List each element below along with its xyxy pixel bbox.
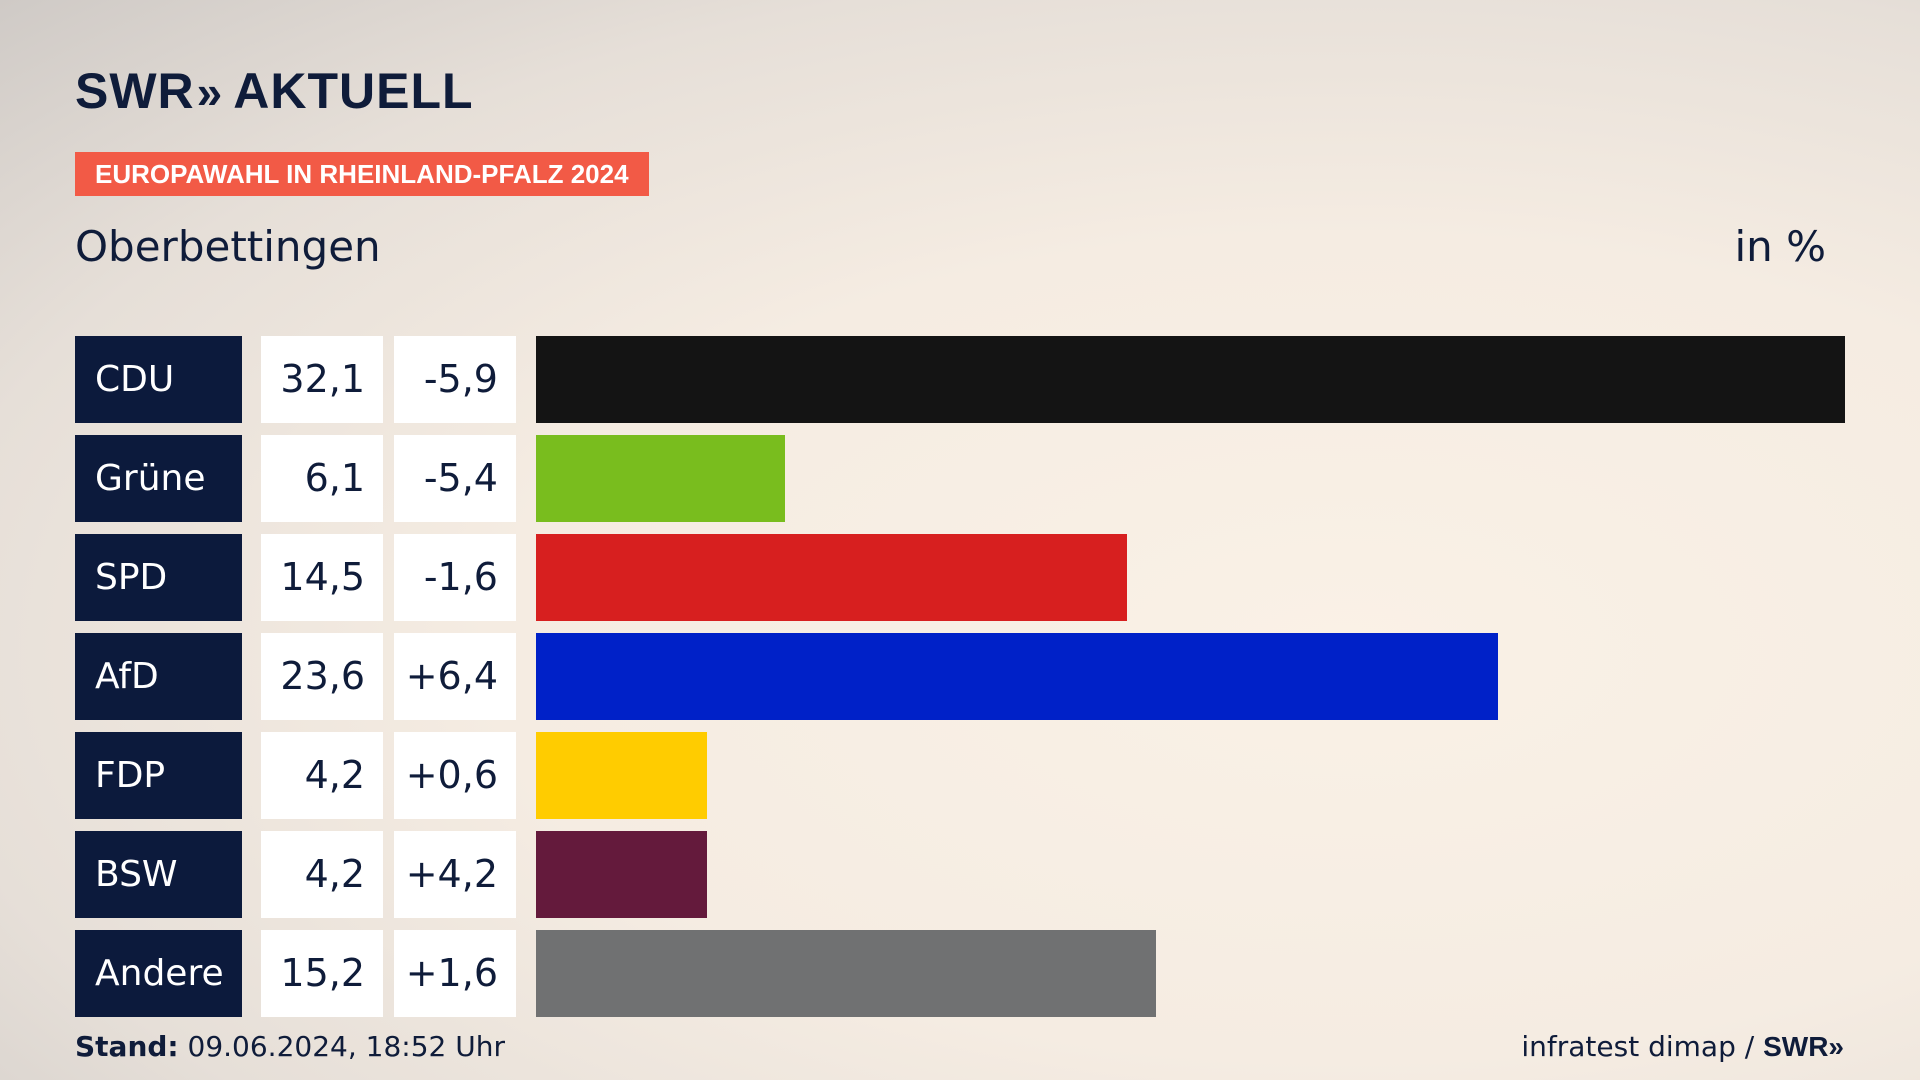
bar-bsw: [536, 831, 707, 918]
vote-share-label: 6,1: [261, 435, 383, 522]
result-row: BSW 4,2 +4,2: [75, 831, 1845, 918]
logo-chevron-icon: »: [196, 66, 224, 118]
vote-change-label: -5,9: [394, 336, 516, 423]
vote-share-label: 23,6: [261, 633, 383, 720]
result-row: CDU 32,1 -5,9: [75, 336, 1845, 423]
election-badge: EUROPAWAHL IN RHEINLAND-PFALZ 2024: [75, 152, 649, 196]
result-row: Andere 15,2 +1,6: [75, 930, 1845, 1017]
source-credit: infratest dimap / SWR»: [1521, 1030, 1844, 1063]
party-label: SPD: [75, 534, 242, 621]
timestamp: Stand: 09.06.2024, 18:52 Uhr: [75, 1030, 505, 1063]
source-text: infratest dimap /: [1521, 1030, 1764, 1063]
result-row: AfD 23,6 +6,4: [75, 633, 1845, 720]
vote-change-label: +0,6: [394, 732, 516, 819]
vote-share-label: 14,5: [261, 534, 383, 621]
bar-afd: [536, 633, 1498, 720]
vote-change-label: -5,4: [394, 435, 516, 522]
vote-share-label: 32,1: [261, 336, 383, 423]
unit-label: in %: [1734, 222, 1826, 271]
vote-change-label: +1,6: [394, 930, 516, 1017]
vote-share-label: 15,2: [261, 930, 383, 1017]
party-label: Grüne: [75, 435, 242, 522]
bar-andere: [536, 930, 1156, 1017]
vote-share-label: 4,2: [261, 732, 383, 819]
stand-label: Stand:: [75, 1030, 179, 1063]
party-label: BSW: [75, 831, 242, 918]
swr-aktuell-logo: SWR» AKTUELL: [75, 62, 474, 120]
party-label: FDP: [75, 732, 242, 819]
vote-share-label: 4,2: [261, 831, 383, 918]
bar-cdu: [536, 336, 1845, 423]
bar-grüne: [536, 435, 785, 522]
vote-change-label: +4,2: [394, 831, 516, 918]
bar-spd: [536, 534, 1127, 621]
bar-fdp: [536, 732, 707, 819]
vote-change-label: +6,4: [394, 633, 516, 720]
logo-aktuell: AKTUELL: [233, 63, 474, 119]
logo-swr: SWR: [75, 63, 195, 119]
result-row: FDP 4,2 +0,6: [75, 732, 1845, 819]
party-label: Andere: [75, 930, 242, 1017]
party-label: AfD: [75, 633, 242, 720]
source-swr-logo: SWR»: [1763, 1031, 1844, 1062]
place-title: Oberbettingen: [75, 222, 381, 271]
party-label: CDU: [75, 336, 242, 423]
stand-value: 09.06.2024, 18:52 Uhr: [178, 1030, 505, 1063]
vote-change-label: -1,6: [394, 534, 516, 621]
result-row: SPD 14,5 -1,6: [75, 534, 1845, 621]
result-row: Grüne 6,1 -5,4: [75, 435, 1845, 522]
